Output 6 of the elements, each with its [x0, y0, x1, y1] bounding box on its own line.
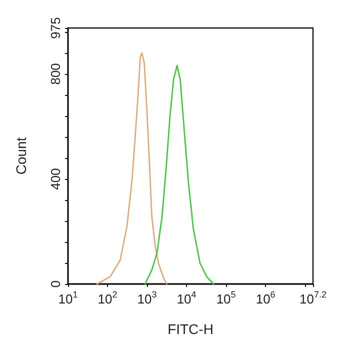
y-axis-title: Count [13, 137, 29, 175]
y-tick-label: 800 [48, 63, 63, 85]
y-tick-label: 400 [48, 168, 63, 190]
y-tick-label: 0 [48, 280, 63, 288]
x-axis-title: FITC-H [168, 321, 214, 337]
y-tick-label: 975 [48, 17, 63, 39]
